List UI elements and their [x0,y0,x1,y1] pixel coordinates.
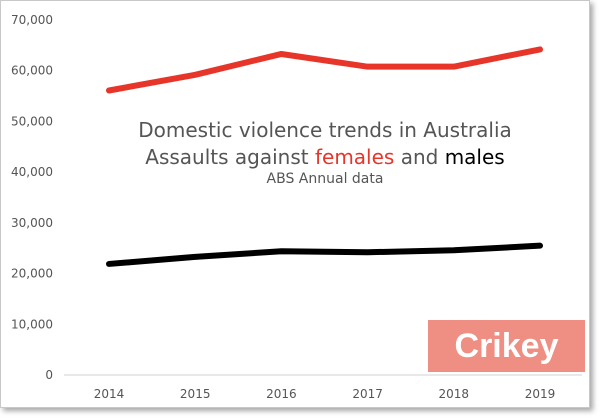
series-line-females [106,46,543,94]
chart-title: Domestic violence trends in Australia [138,118,512,142]
x-tick-label: 2017 [352,387,383,401]
x-tick-label: 2015 [180,387,211,401]
subtitle-females: females [314,145,395,169]
y-tick-label: 60,000 [11,64,53,78]
y-tick-label: 20,000 [11,267,53,281]
y-tick-label: 50,000 [11,114,53,128]
y-tick-label: 30,000 [11,216,53,230]
y-tick-label: 0 [45,368,53,382]
series-line-males [106,242,543,267]
x-tick-label: 2014 [94,387,125,401]
y-tick-label: 70,000 [11,13,53,27]
x-tick-label: 2016 [266,387,297,401]
crikey-logo: Crikey [428,320,585,372]
y-tick-label: 40,000 [11,165,53,179]
chart-note: ABS Annual data [266,171,384,187]
subtitle-middle: and [394,145,445,169]
subtitle-males: males [444,145,505,169]
y-tick-label: 10,000 [11,317,53,331]
x-tick-label: 2019 [525,387,556,401]
x-tick-label: 2018 [439,387,470,401]
chart-subtitle: Assaults against females and males [100,145,550,169]
subtitle-prefix: Assaults against [145,145,315,169]
